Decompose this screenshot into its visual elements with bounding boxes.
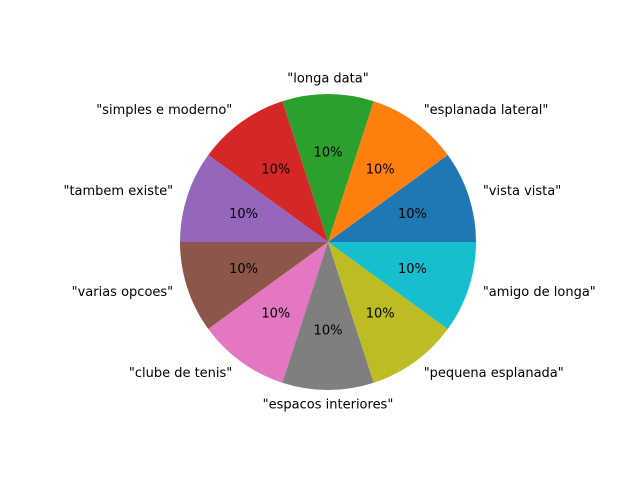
pie-pct-label: 10% xyxy=(398,207,427,222)
pie-category-label: "vista vista" xyxy=(483,184,561,199)
pie-category-label: "tambem existe" xyxy=(63,184,173,199)
pie-pct-label: 10% xyxy=(398,262,427,277)
pie-slice-simples-e-moderno xyxy=(208,101,328,242)
pie-pct-label: 10% xyxy=(261,163,290,178)
pie-pct-label: 10% xyxy=(366,163,395,178)
pie-slice-clube-de-tenis xyxy=(208,242,328,383)
pie-category-label: "simples e moderno" xyxy=(96,103,232,118)
pie-category-label: "esplanada lateral" xyxy=(424,103,549,118)
pie-category-label: "amigo de longa" xyxy=(483,285,596,300)
pie-category-label: "varias opcoes" xyxy=(72,285,174,300)
pie-slice-amigo-de-longa xyxy=(328,242,476,329)
pie-pct-label: 10% xyxy=(261,306,290,321)
pie-slice-esplanada-lateral xyxy=(328,101,448,242)
pie-pct-label: 10% xyxy=(314,146,343,161)
pie-category-labels: "vista vista" "esplanada lateral" "longa d… xyxy=(63,72,595,413)
pie-percent-labels: 10% 10% 10% 10% 10% 10% 10% 10% 10% 10% xyxy=(229,146,427,339)
pie-slice-longa-data xyxy=(282,94,374,243)
pie-slice-tambem-existe xyxy=(180,155,328,242)
pie-category-label: "espacos interiores" xyxy=(263,397,394,412)
pie-slice-varias-opcoes xyxy=(180,242,328,329)
pie-category-label: "longa data" xyxy=(287,72,368,87)
pie-slice-espacos-interiores xyxy=(282,242,374,391)
pie-slice-vista-vista xyxy=(328,155,476,242)
pie-category-label: "pequena esplanada" xyxy=(424,366,564,381)
pie-pct-label: 10% xyxy=(229,207,258,222)
pie-category-label: "clube de tenis" xyxy=(129,366,232,381)
pie-wedges xyxy=(180,94,476,391)
pie-slice-pequena-esplanada xyxy=(328,242,448,383)
pie-pct-label: 10% xyxy=(229,262,258,277)
pie-pct-label: 10% xyxy=(314,323,343,338)
pie-pct-label: 10% xyxy=(366,306,395,321)
